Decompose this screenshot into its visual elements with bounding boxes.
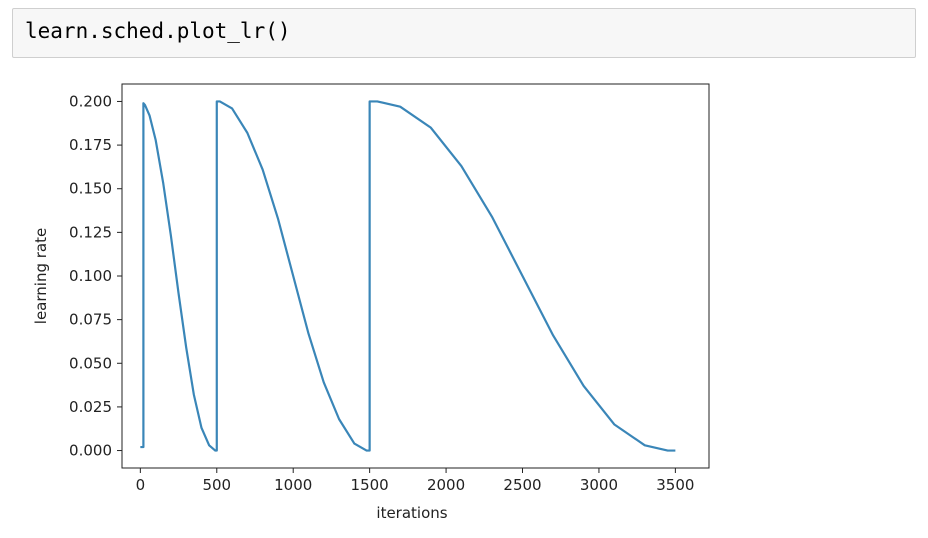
- lr-chart: 0 500 1000 1500 2000 2500 3000 3500 0.0000.0250…: [32, 83, 710, 522]
- plot-frame: [121, 83, 710, 469]
- y-tick-label: 0.200: [69, 92, 112, 110]
- y-tick-label: 0.150: [69, 180, 112, 198]
- x-tick-label: 3000: [580, 476, 618, 494]
- series-line: [140, 100, 676, 452]
- x-tick-label: 500: [202, 476, 231, 494]
- code-text: learn.sched.plot_lr(): [25, 19, 291, 43]
- x-tick-label: 1000: [274, 476, 312, 494]
- y-tick-label: 0.050: [69, 354, 112, 372]
- y-axis-label: learning rate: [32, 228, 50, 324]
- x-tick-label: 2500: [503, 476, 541, 494]
- x-tick-label: 3500: [656, 476, 694, 494]
- y-tick-label: 0.100: [69, 267, 112, 285]
- x-tick-label: 2000: [427, 476, 465, 494]
- x-tick-label: 1500: [351, 476, 389, 494]
- y-tick-label: 0.000: [69, 442, 112, 460]
- x-ticks: 0 500 1000 1500 2000 2500 3000 3500: [136, 468, 694, 494]
- y-tick-label: 0.125: [69, 223, 112, 241]
- output-area: 0 500 1000 1500 2000 2500 3000 3500 0.000 0.025 0…: [0, 72, 928, 533]
- y-tick-label: 0.075: [69, 311, 112, 329]
- x-tick-label: 0: [136, 476, 146, 494]
- y-tick-label: 0.025: [69, 398, 112, 416]
- y-tick-label: 0.175: [69, 136, 112, 154]
- y-ticks: 0.000 0.025 0.050 0.075 0.100 0.125 0.150 0.175…: [69, 92, 122, 460]
- code-cell[interactable]: learn.sched.plot_lr(): [12, 8, 916, 58]
- x-axis-label: iterations: [376, 504, 447, 522]
